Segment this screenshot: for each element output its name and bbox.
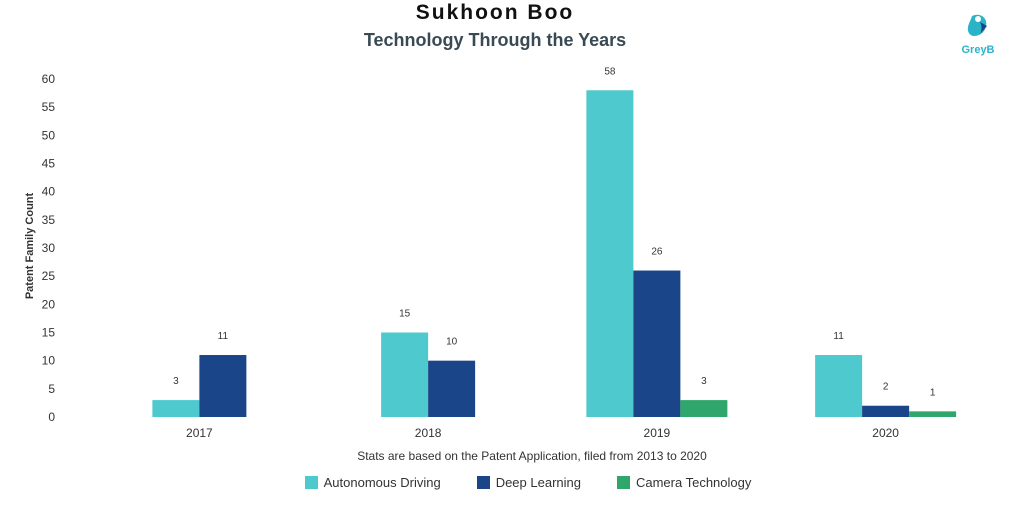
legend-swatch — [304, 476, 318, 489]
legend-label: Autonomous Driving — [323, 475, 441, 490]
legend-label: Camera Technology — [635, 475, 752, 490]
data-label: 58 — [604, 66, 616, 77]
chart-subtitle: Technology Through the Years — [363, 30, 627, 50]
data-labels: 3 11 15 10 58 26 3 11 2 1 — [173, 66, 936, 398]
x-tick-label: 2018 — [415, 426, 442, 440]
y-tick-label: 15 — [42, 326, 56, 340]
bar[interactable] — [152, 400, 200, 417]
y-axis-title: Patent Family Count — [24, 192, 36, 299]
y-tick-label: 55 — [42, 100, 56, 114]
data-label: 11 — [218, 331, 229, 342]
legend-item-autonomous-driving[interactable]: Autonomous Driving — [304, 475, 441, 490]
y-tick-label: 10 — [42, 354, 56, 368]
data-label: 10 — [446, 337, 458, 348]
y-tick-label: 45 — [42, 157, 56, 171]
x-tick-label: 2019 — [644, 426, 671, 440]
legend-label: Deep Learning — [495, 475, 581, 490]
bar[interactable] — [862, 405, 910, 417]
data-label: 26 — [651, 247, 663, 258]
x-axis: 2017 2018 2019 2020 — [186, 426, 899, 440]
data-label: 3 — [701, 376, 707, 387]
y-tick-label: 50 — [42, 128, 56, 142]
brand-name: GreyB — [961, 44, 995, 56]
data-label: 2 — [883, 382, 889, 393]
legend-swatch — [476, 476, 490, 489]
y-tick-label: 25 — [42, 269, 56, 283]
y-tick-label: 5 — [48, 382, 55, 396]
bar[interactable] — [633, 270, 681, 417]
legend-item-deep-learning[interactable]: Deep Learning — [476, 475, 581, 490]
greyb-logo[interactable]: GreyB — [958, 12, 998, 62]
greyb-logo-icon — [967, 14, 987, 36]
bar[interactable] — [199, 355, 247, 417]
legend-swatch — [616, 476, 630, 489]
y-tick-label: 35 — [42, 213, 56, 227]
legend: Autonomous Driving Deep Learning Camera … — [0, 475, 1024, 490]
footnote: Stats are based on the Patent Applicatio… — [357, 449, 707, 463]
data-label: 3 — [173, 376, 179, 387]
bar[interactable] — [381, 332, 429, 418]
y-tick-label: 60 — [42, 72, 56, 86]
data-label: 1 — [930, 387, 936, 398]
bar[interactable] — [586, 90, 634, 418]
y-tick-label: 30 — [42, 241, 56, 255]
legend-item-camera-technology[interactable]: Camera Technology — [616, 475, 752, 490]
chart-title: Sukhoon Boo — [415, 1, 575, 24]
bar[interactable] — [680, 400, 728, 417]
data-label: 11 — [833, 331, 844, 342]
y-axis: 0 5 10 15 20 25 30 35 40 45 50 55 60 — [42, 72, 56, 424]
bars — [152, 90, 957, 418]
x-tick-label: 2020 — [872, 426, 899, 440]
y-tick-label: 0 — [48, 410, 55, 424]
bar[interactable] — [428, 360, 476, 417]
bar[interactable] — [815, 355, 863, 417]
bar[interactable] — [909, 411, 957, 417]
y-tick-label: 40 — [42, 185, 56, 199]
y-tick-label: 20 — [42, 297, 56, 311]
data-label: 15 — [399, 309, 411, 320]
x-tick-label: 2017 — [186, 426, 213, 440]
